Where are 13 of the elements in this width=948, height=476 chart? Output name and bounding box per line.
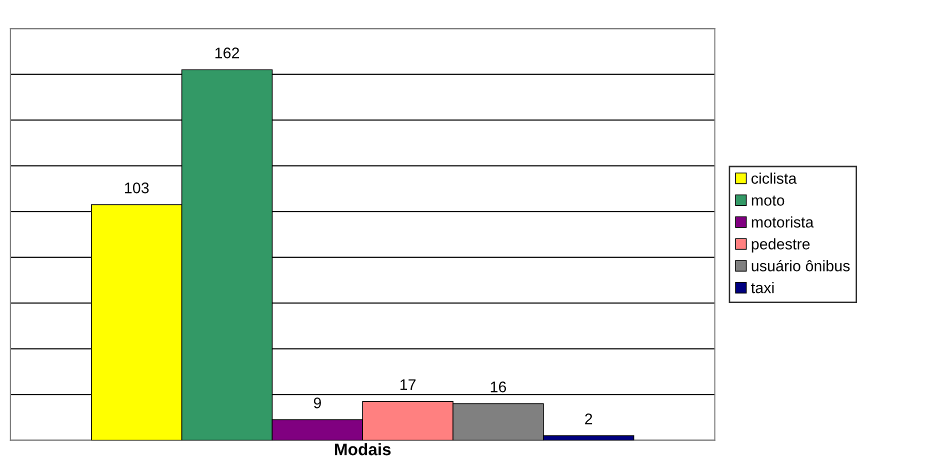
legend-label: ciclista (752, 172, 797, 184)
data-label: 9 (314, 398, 321, 408)
x-axis-title: Modais (335, 443, 391, 456)
data-label: 17 (400, 379, 416, 390)
legend-label: usuário ônibus (752, 260, 850, 272)
legend-label: taxi (751, 282, 774, 294)
data-label: 2 (585, 414, 592, 424)
data-label: 162 (215, 48, 239, 58)
legend-label: motorista (752, 216, 814, 228)
legend-label: pedestre (752, 238, 810, 252)
data-label: 16 (490, 382, 506, 392)
data-label: 103 (125, 182, 149, 194)
legend-label: moto (752, 196, 784, 206)
